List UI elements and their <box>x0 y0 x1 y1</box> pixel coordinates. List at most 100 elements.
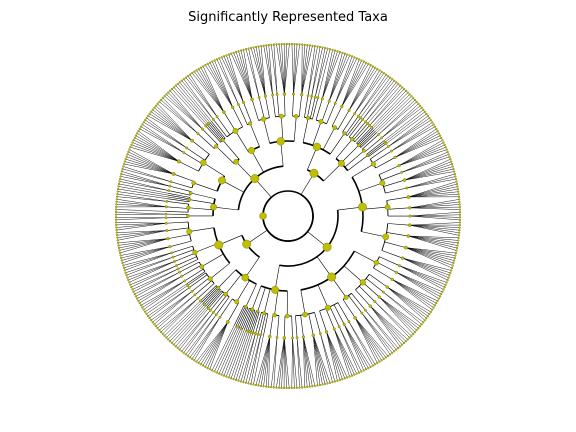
taxon-node <box>424 319 426 321</box>
taxon-node <box>276 336 278 338</box>
taxon-node <box>333 328 336 331</box>
taxon-node <box>447 279 449 281</box>
taxon-node <box>358 59 360 61</box>
taxon-node <box>314 96 316 98</box>
taxon-node <box>198 68 200 70</box>
taxon-node <box>370 64 372 66</box>
taxon-node <box>152 109 154 111</box>
taxon-node <box>449 272 451 274</box>
taxon-node <box>175 85 177 87</box>
taxon-node <box>385 74 387 76</box>
taxon-node <box>166 229 169 232</box>
taxon-node <box>457 186 459 188</box>
taxon-node <box>165 213 167 215</box>
taxon-node <box>118 183 120 185</box>
taxon-node <box>332 381 334 383</box>
taxon-node <box>389 77 391 79</box>
taxon-node <box>166 200 168 202</box>
taxon-node <box>223 55 225 57</box>
taxon-node <box>427 115 429 117</box>
taxon-node <box>244 305 247 308</box>
taxon-node <box>291 387 293 389</box>
taxon-node <box>193 250 198 255</box>
taxon-node <box>314 385 316 387</box>
taxon-node <box>457 245 459 247</box>
taxon-node <box>115 214 117 216</box>
taxon-node <box>177 83 179 85</box>
taxon-node <box>122 262 124 264</box>
taxon-node <box>364 309 366 311</box>
taxon-node <box>185 77 187 79</box>
taxon-node <box>122 168 124 170</box>
taxon-node <box>233 52 235 54</box>
taxon-node <box>458 234 460 236</box>
taxon-node <box>202 365 204 367</box>
root-node <box>260 213 267 220</box>
taxon-node <box>397 83 399 85</box>
taxon-node <box>119 181 121 183</box>
taxon-node <box>329 382 331 384</box>
taxon-node <box>150 111 152 113</box>
taxon-node <box>210 204 216 210</box>
taxon-node <box>319 384 321 386</box>
taxon-node <box>278 387 280 389</box>
taxon-node <box>291 337 293 339</box>
taxon-node <box>309 386 311 388</box>
taxon-node <box>132 289 134 291</box>
taxon-node <box>401 86 403 88</box>
taxon-node <box>419 105 421 107</box>
taxon-node <box>177 347 179 349</box>
taxon-node <box>454 255 456 257</box>
taxon-node <box>343 132 347 136</box>
taxon-node <box>221 374 223 376</box>
taxon-node <box>173 344 175 346</box>
taxon-node <box>165 337 167 339</box>
taxon-node <box>200 265 204 269</box>
taxon-node <box>322 384 324 386</box>
taxon-node <box>459 209 461 211</box>
taxon-node <box>143 309 145 311</box>
taxon-node <box>363 61 365 63</box>
taxon-node <box>165 217 167 219</box>
taxon-node <box>306 44 308 46</box>
taxon-node <box>186 206 190 210</box>
taxon-node <box>459 211 461 213</box>
taxon-node <box>187 229 192 234</box>
taxon-node <box>354 316 357 319</box>
taxon-node <box>158 101 160 103</box>
taxon-node <box>311 385 313 387</box>
taxon-node <box>452 166 454 168</box>
taxon-node <box>141 307 143 309</box>
taxon-node <box>275 387 277 389</box>
taxon-node <box>439 135 441 137</box>
taxon-node <box>459 216 461 218</box>
taxon-node <box>155 325 157 327</box>
taxon-node <box>117 242 119 244</box>
taxon-node <box>403 179 406 182</box>
taxon-node <box>445 146 447 148</box>
taxon-node <box>449 156 451 158</box>
taxon-node <box>245 48 247 50</box>
taxon-node <box>455 178 457 180</box>
taxon-node <box>186 147 188 149</box>
taxon-node <box>200 363 202 365</box>
taxon-node <box>374 300 376 302</box>
taxon-node <box>408 224 411 227</box>
taxon-node <box>189 74 191 76</box>
taxon-node <box>458 198 460 200</box>
taxon-node <box>399 85 401 87</box>
taxon-node <box>457 191 459 193</box>
taxon-node <box>368 63 370 65</box>
taxon-node <box>139 128 141 130</box>
taxon-node <box>167 338 169 340</box>
taxon-node <box>207 307 209 309</box>
taxon-node <box>288 43 290 45</box>
taxon-node <box>233 378 235 380</box>
chart-title: Significantly Represented Taxa <box>188 10 388 25</box>
taxon-node <box>218 177 225 184</box>
taxon-node <box>238 380 240 382</box>
taxon-node <box>276 43 278 45</box>
taxon-node <box>374 67 376 69</box>
taxon-node <box>453 171 455 173</box>
taxon-node <box>258 385 260 387</box>
